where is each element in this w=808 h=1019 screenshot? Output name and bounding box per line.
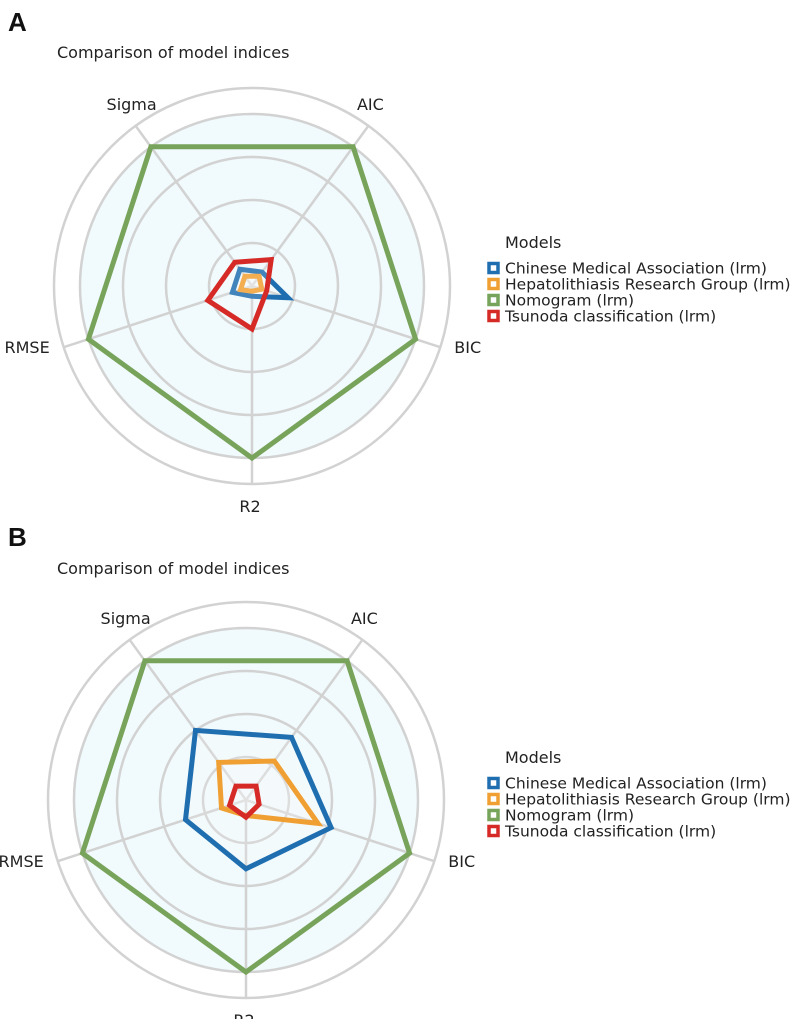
axis-label: R2 <box>239 497 260 516</box>
panel-letter: B <box>8 522 27 552</box>
series-polygon <box>226 783 262 821</box>
axis-spoke <box>57 798 247 863</box>
axis-label: BIC <box>448 852 475 871</box>
chart-title: Comparison of model indices <box>57 559 289 578</box>
axis-label: RMSE <box>0 852 44 871</box>
axis-spoke <box>128 639 248 801</box>
axis-label: AIC <box>351 609 378 628</box>
panel-b: AIC BIC R2 RMSE Sigma Chinese Medical Associa… <box>0 522 791 1019</box>
axis-label: Sigma <box>101 609 151 628</box>
legend-entry: Tsunoda classification (lrm) <box>504 823 716 841</box>
axis-label: RMSE <box>5 338 50 357</box>
legend-swatch <box>487 776 500 790</box>
legend-swatch <box>487 824 500 838</box>
panel-a: AIC BIC R2 RMSE Sigma Chinese Medical Associa… <box>5 7 791 516</box>
axis-label: R2 <box>233 1011 254 1019</box>
legend-entry: Tsunoda classification (lrm) <box>504 308 716 326</box>
axis-spoke <box>245 798 435 863</box>
series-polygon <box>204 256 275 333</box>
axis-label: AIC <box>357 95 384 114</box>
legend-entry: Nomogram (lrm) <box>505 807 634 825</box>
series-polygon <box>79 658 413 976</box>
axis-label: BIC <box>454 338 481 357</box>
legend-swatch <box>487 261 500 275</box>
legend-swatch <box>487 293 500 307</box>
legend-swatch <box>487 808 500 822</box>
legend-entry: Chinese Medical Association (lrm) <box>505 775 767 793</box>
legend-swatch <box>487 277 500 291</box>
chart-title: Comparison of model indices <box>57 43 289 62</box>
legend-title: Models <box>505 748 561 767</box>
legend-swatch <box>487 792 500 806</box>
axis-spoke <box>134 125 254 287</box>
series-polygon <box>85 144 419 462</box>
legend-entry: Nomogram (lrm) <box>505 292 634 310</box>
panel-letter: A <box>8 7 27 37</box>
axis-spoke <box>63 284 253 349</box>
legend-swatch <box>487 309 500 323</box>
axis-label: Sigma <box>107 95 157 114</box>
legend-entry: Chinese Medical Association (lrm) <box>505 260 767 278</box>
legend-entry: Hepatolithiasis Research Group (lrm) <box>505 791 791 809</box>
axis-spoke <box>244 639 364 801</box>
legend-entry: Hepatolithiasis Research Group (lrm) <box>505 276 791 294</box>
legend-title: Models <box>505 233 561 252</box>
series-polygon <box>237 273 265 294</box>
series-polygon <box>216 758 324 827</box>
